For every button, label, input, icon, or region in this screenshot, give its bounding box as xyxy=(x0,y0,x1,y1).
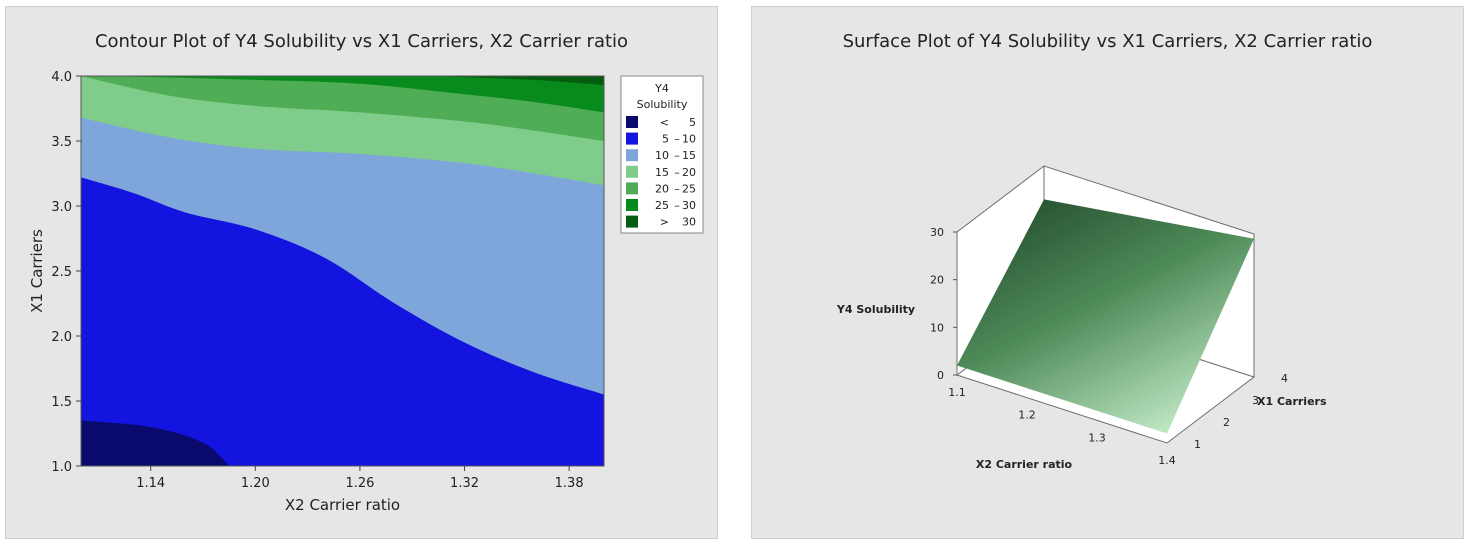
legend-entry-low: > xyxy=(660,216,669,229)
x-tick-label: 1.4 xyxy=(1158,454,1176,467)
legend-entry-dash: – xyxy=(674,133,680,146)
y-axis-label: X1 Carriers xyxy=(1257,395,1327,408)
x-tick-label: 1.38 xyxy=(555,476,584,491)
y-tick-label: 1 xyxy=(1194,438,1201,451)
legend-entry-dash: – xyxy=(674,166,680,179)
legend-swatch xyxy=(626,199,638,211)
legend-swatch xyxy=(626,149,638,162)
x-axis-label: X2 Carrier ratio xyxy=(976,458,1073,471)
z-tick-label: 20 xyxy=(930,274,944,287)
y-tick-label: 2.5 xyxy=(51,265,72,280)
y-axis-label: X1 Carriers xyxy=(28,229,46,313)
x-tick-label: 1.32 xyxy=(450,476,479,491)
x-tick-label: 1.2 xyxy=(1018,409,1036,422)
legend-swatch xyxy=(626,182,638,195)
legend-swatch xyxy=(626,116,638,128)
legend-entry-dash: – xyxy=(674,149,680,162)
x-tick-label: 1.3 xyxy=(1088,431,1106,444)
surface-plot-title: Surface Plot of Y4 Solubility vs X1 Carr… xyxy=(842,31,1373,52)
legend-swatch xyxy=(626,132,638,145)
region-above-30 xyxy=(429,76,604,86)
x-tick-label: 1.14 xyxy=(136,476,165,491)
legend-swatch xyxy=(626,215,638,228)
y-tick-label: 3.5 xyxy=(51,135,72,150)
y-tick-label: 1.5 xyxy=(51,395,72,410)
surface-plot-panel: Surface Plot of Y4 Solubility vs X1 Carr… xyxy=(751,6,1464,539)
legend-entry-low: 15 xyxy=(655,166,669,179)
legend-title-line1: Y4 xyxy=(654,82,669,95)
legend-entry-high: 15 xyxy=(682,149,696,162)
legend-entry-low: 5 xyxy=(662,133,669,146)
x-tick-label: 1.1 xyxy=(948,386,966,399)
x-axis-label: X2 Carrier ratio xyxy=(285,496,400,514)
legend-entry-low: 20 xyxy=(655,182,669,195)
legend-swatch xyxy=(626,165,638,178)
y-tick-label: 4.0 xyxy=(51,70,72,85)
legend-entry-dash: – xyxy=(674,182,680,195)
legend-entry-low: 25 xyxy=(655,199,669,212)
y-tick-label: 1.0 xyxy=(51,460,72,475)
legend-entry-high: 20 xyxy=(682,166,696,179)
legend-entry-high: 5 xyxy=(689,116,696,129)
y-tick-label: 2 xyxy=(1223,416,1230,429)
legend-entry-low: < xyxy=(660,116,669,129)
legend-entry-high: 25 xyxy=(682,182,696,195)
contour-plot-title: Contour Plot of Y4 Solubility vs X1 Carr… xyxy=(94,31,629,52)
surface-plot: 0 10 20 30 Y4 Solubility 1.1 1.2 1.3 1.4 X2 Carri… xyxy=(836,164,1327,471)
legend-entry-high: 30 xyxy=(682,216,696,229)
x-tick-label: 1.20 xyxy=(241,476,270,491)
z-tick-label: 30 xyxy=(930,226,944,239)
legend-entry-low: 10 xyxy=(655,149,669,162)
y-tick-label: 2.0 xyxy=(51,330,72,345)
legend-entry-high: 30 xyxy=(682,199,696,212)
region-above-25 xyxy=(110,76,604,113)
legend-entry-high: 10 xyxy=(682,133,696,146)
y-tick-label: 3 xyxy=(1252,394,1259,407)
legend-entry-dash: – xyxy=(674,199,680,212)
z-tick-label: 10 xyxy=(930,321,944,334)
y-tick-label: 3.0 xyxy=(51,200,72,215)
legend-title-line2: Solubility xyxy=(637,98,688,111)
x-tick-label: 1.26 xyxy=(345,476,374,491)
surface-mesh xyxy=(957,199,1254,434)
z-axis-label: Y4 Solubility xyxy=(836,303,915,316)
contour-plot-panel: Contour Plot of Y4 Solubility vs X1 Carr… xyxy=(5,6,718,539)
contour-plot: 1.14 1.20 1.26 1.32 1.38 1.0 1.5 2.0 2.5 3.0 3.5 4.… xyxy=(28,70,704,514)
z-tick-label: 0 xyxy=(937,369,944,382)
contour-regions xyxy=(81,76,604,466)
y-tick-label: 4 xyxy=(1281,372,1288,385)
